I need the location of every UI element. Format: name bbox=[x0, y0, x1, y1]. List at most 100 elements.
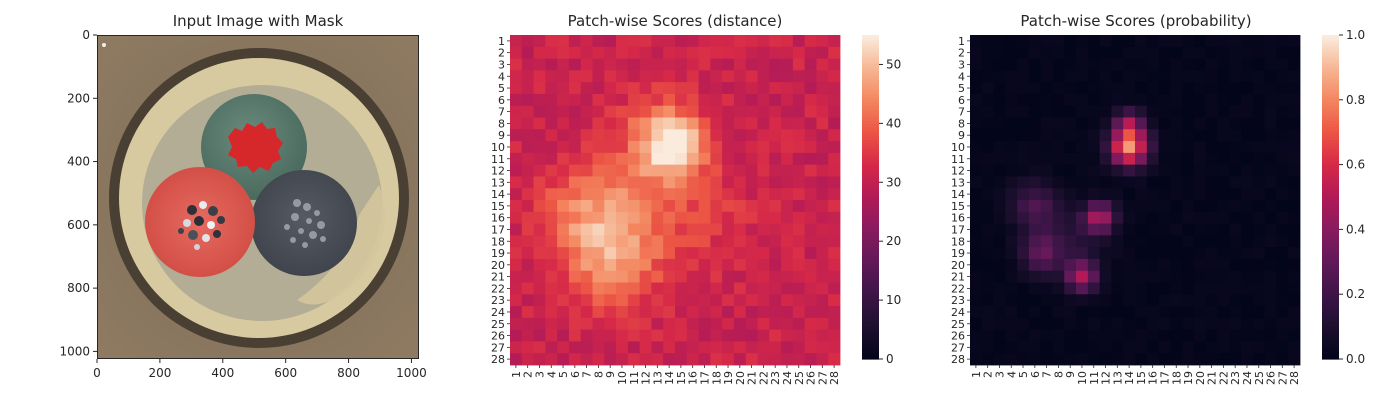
heatmap-cell bbox=[592, 35, 605, 48]
colorbar-segment bbox=[1322, 188, 1339, 193]
heatmap-cell bbox=[1288, 200, 1301, 213]
heatmap-cell bbox=[1193, 353, 1207, 366]
heatmap-cell bbox=[651, 329, 664, 342]
heatmap-cell bbox=[1193, 58, 1207, 71]
heatmap-cell bbox=[533, 270, 546, 283]
heatmap-cell bbox=[557, 235, 570, 248]
heatmap-cell bbox=[722, 188, 735, 201]
x-tick-label: 25 bbox=[793, 371, 806, 385]
heatmap-cell bbox=[722, 353, 735, 366]
heatmap-cell bbox=[1229, 329, 1242, 342]
colorbar-segment bbox=[1322, 175, 1339, 179]
heatmap-cell bbox=[557, 317, 570, 331]
heatmap-cell bbox=[627, 35, 641, 48]
colorbar-tick-label: 30 bbox=[886, 175, 901, 189]
heatmap-cell bbox=[816, 152, 829, 166]
heatmap-cell bbox=[510, 46, 523, 59]
heatmap-cell bbox=[804, 117, 817, 130]
heatmap-cell bbox=[686, 353, 699, 366]
heatmap-cell bbox=[1076, 46, 1089, 59]
heatmap-cell bbox=[510, 211, 523, 224]
y-tick-label: 19 bbox=[951, 247, 965, 260]
heatmap-cell bbox=[521, 35, 534, 48]
heatmap-cell bbox=[970, 46, 983, 59]
heatmap-cell bbox=[639, 35, 652, 48]
heatmap-cell bbox=[993, 93, 1006, 107]
heatmap-cell bbox=[533, 294, 546, 307]
heatmap-cell bbox=[1205, 105, 1218, 118]
heatmap-cell bbox=[710, 176, 723, 189]
heatmap-cell bbox=[675, 341, 688, 354]
heatmap-cell bbox=[698, 93, 711, 107]
x-tick-label: 16 bbox=[1147, 371, 1160, 385]
heatmap-cell bbox=[769, 46, 782, 59]
heatmap-cell bbox=[804, 46, 817, 59]
heatmap-cell bbox=[1252, 129, 1266, 142]
heatmap-cell bbox=[733, 223, 747, 236]
heatmap-cell bbox=[1252, 235, 1266, 248]
heatmap-cell bbox=[1123, 176, 1136, 189]
heatmap-cell bbox=[675, 129, 688, 142]
heatmap-cell bbox=[1182, 270, 1195, 283]
colorbar-tick-label: 0 bbox=[886, 352, 894, 366]
heatmap-cell bbox=[1064, 93, 1077, 107]
heatmap-cell bbox=[1229, 200, 1242, 213]
heatmap-cell bbox=[627, 235, 641, 248]
colorbar-tick-label: 20 bbox=[886, 234, 901, 248]
heatmap-cell bbox=[1076, 223, 1089, 236]
heatmap-cell bbox=[1276, 317, 1289, 331]
heatmap-cell bbox=[1288, 129, 1301, 142]
colorbar-segment bbox=[1322, 137, 1339, 141]
colorbar-segment bbox=[1322, 72, 1339, 77]
heatmap-cell bbox=[1241, 35, 1254, 48]
heatmap-cell bbox=[1052, 105, 1065, 118]
heatmap-cell bbox=[733, 329, 747, 342]
heatmap-cell bbox=[1017, 70, 1030, 83]
x-tick-label: 11 bbox=[628, 371, 641, 385]
heatmap-cell bbox=[1182, 223, 1195, 236]
colorbar-segment bbox=[862, 151, 879, 155]
colorbar-segment bbox=[862, 229, 879, 233]
heatmap-cell bbox=[1146, 46, 1159, 59]
heatmap-cell bbox=[698, 164, 711, 177]
heatmap-cell bbox=[1040, 93, 1053, 107]
heatmap-cell bbox=[510, 223, 523, 236]
x-tick-label: 19 bbox=[1182, 371, 1195, 385]
y-tick-label: 13 bbox=[491, 176, 505, 189]
y-tick-label: 20 bbox=[491, 259, 505, 272]
heatmap-cell bbox=[557, 353, 570, 366]
heatmap-cell bbox=[521, 200, 534, 213]
heatmap-cell bbox=[1005, 141, 1018, 154]
heatmap-cell bbox=[604, 258, 617, 272]
heatmap-cell bbox=[627, 82, 641, 95]
heatmap-cell bbox=[1264, 341, 1277, 354]
colorbar-segment bbox=[862, 221, 879, 225]
heatmap-cell bbox=[580, 306, 593, 319]
heatmap-cell bbox=[816, 317, 829, 331]
heatmap-cell bbox=[675, 235, 688, 248]
heatmap-cell bbox=[580, 152, 593, 166]
heatmap-cell bbox=[604, 353, 617, 366]
heatmap-cell bbox=[1217, 141, 1230, 154]
heatmap-cell bbox=[828, 294, 841, 307]
heatmap-cell bbox=[1123, 306, 1136, 319]
heatmap-cell bbox=[1017, 270, 1030, 283]
heatmap-cell bbox=[781, 211, 794, 224]
heatmap-cell bbox=[722, 129, 735, 142]
heatmap-cell bbox=[769, 105, 782, 118]
heatmap-cell bbox=[1158, 141, 1171, 154]
colorbar-segment bbox=[1322, 35, 1339, 39]
heatmap-cell bbox=[580, 176, 593, 189]
colorbar-segment bbox=[862, 102, 879, 106]
colorbar-segment bbox=[1322, 202, 1339, 206]
heatmap-cell bbox=[1241, 282, 1254, 295]
heatmap-cell bbox=[592, 317, 605, 331]
colorbar-segment bbox=[1322, 348, 1339, 352]
heatmap-cell bbox=[568, 105, 582, 118]
heatmap-cell bbox=[1276, 235, 1289, 248]
heatmap-cell bbox=[722, 294, 735, 307]
heatmap-cell bbox=[568, 164, 582, 177]
heatmap-cell bbox=[1205, 341, 1218, 354]
heatmap-cell bbox=[1182, 317, 1195, 331]
colorbar-segment bbox=[1322, 224, 1339, 228]
